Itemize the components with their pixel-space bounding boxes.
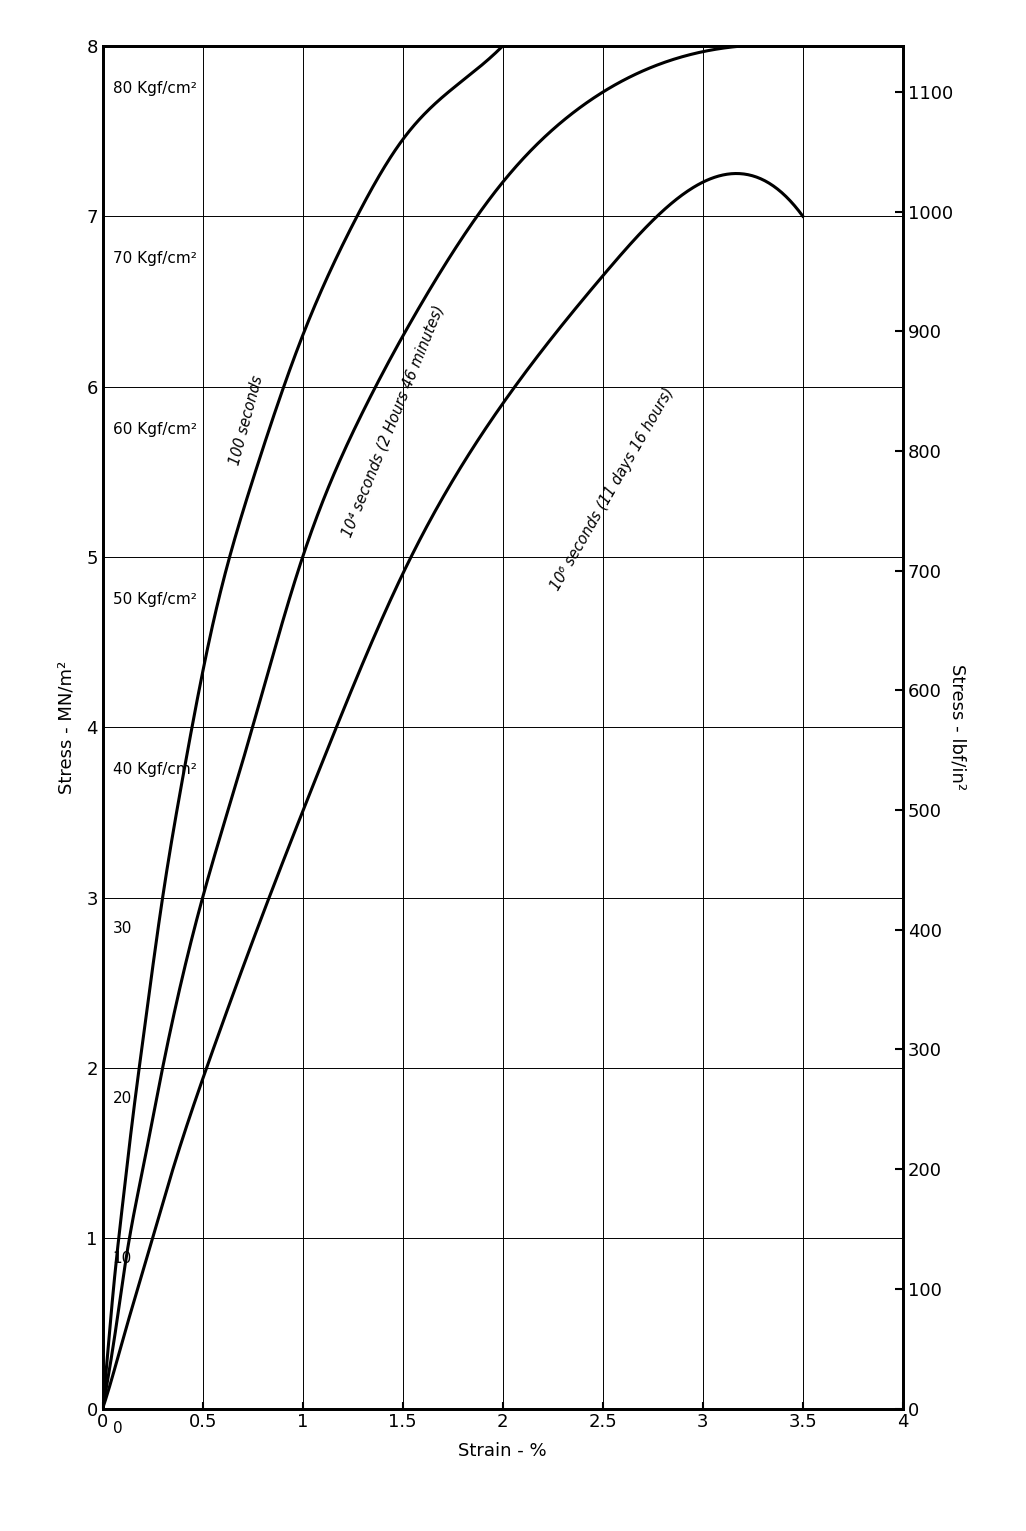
Text: 50 Kgf/cm²: 50 Kgf/cm² (113, 592, 196, 606)
Text: 60 Kgf/cm²: 60 Kgf/cm² (113, 421, 197, 436)
Text: 10: 10 (113, 1251, 132, 1266)
Text: 100 seconds: 100 seconds (228, 374, 266, 467)
Text: 30: 30 (113, 920, 132, 935)
Text: 70 Kgf/cm²: 70 Kgf/cm² (113, 251, 196, 266)
Text: 10⁶ seconds (11 days 16 hours): 10⁶ seconds (11 days 16 hours) (549, 384, 677, 592)
Text: 10⁴ seconds (2 Hours 46 minutes): 10⁴ seconds (2 Hours 46 minutes) (340, 303, 446, 539)
Text: 0: 0 (113, 1421, 122, 1436)
Text: 40 Kgf/cm²: 40 Kgf/cm² (113, 762, 196, 778)
Y-axis label: Stress - MN/m²: Stress - MN/m² (57, 660, 75, 795)
Text: 80 Kgf/cm²: 80 Kgf/cm² (113, 81, 196, 96)
Y-axis label: Stress - lbf/in²: Stress - lbf/in² (949, 664, 966, 790)
Text: 20: 20 (113, 1092, 132, 1105)
X-axis label: Strain - %: Strain - % (459, 1442, 547, 1461)
